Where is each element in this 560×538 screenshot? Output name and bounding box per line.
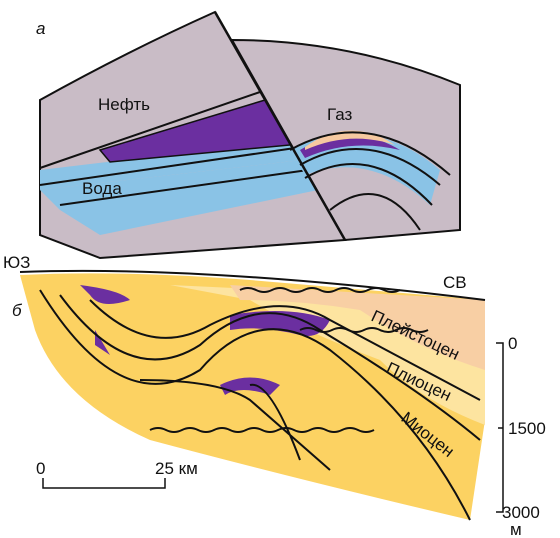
depth-tick: 1500 bbox=[508, 419, 546, 438]
depth-tick: 0 bbox=[508, 334, 517, 353]
panel-label: б bbox=[12, 301, 23, 320]
depth-unit: м bbox=[510, 520, 522, 538]
diagram: а Нефть Газ Вода ЮЗ СВ б Плейстоцен Плио… bbox=[0, 0, 560, 538]
depth-scale bbox=[496, 343, 503, 512]
scale-start: 0 bbox=[36, 459, 45, 478]
direction-sw: ЮЗ bbox=[3, 253, 30, 272]
oil-label: Нефть bbox=[98, 95, 150, 114]
gas-label: Газ bbox=[327, 105, 353, 124]
direction-ne: СВ bbox=[443, 273, 467, 292]
panel-a: а Нефть Газ Вода bbox=[36, 12, 460, 258]
scale-bar bbox=[43, 478, 165, 488]
panel-label: а bbox=[36, 19, 45, 38]
panel-b: ЮЗ СВ б Плейстоцен Плиоцен Миоцен 0 25 к… bbox=[3, 253, 546, 538]
water-label: Вода bbox=[82, 179, 122, 198]
scale-end: 25 км bbox=[155, 459, 198, 478]
